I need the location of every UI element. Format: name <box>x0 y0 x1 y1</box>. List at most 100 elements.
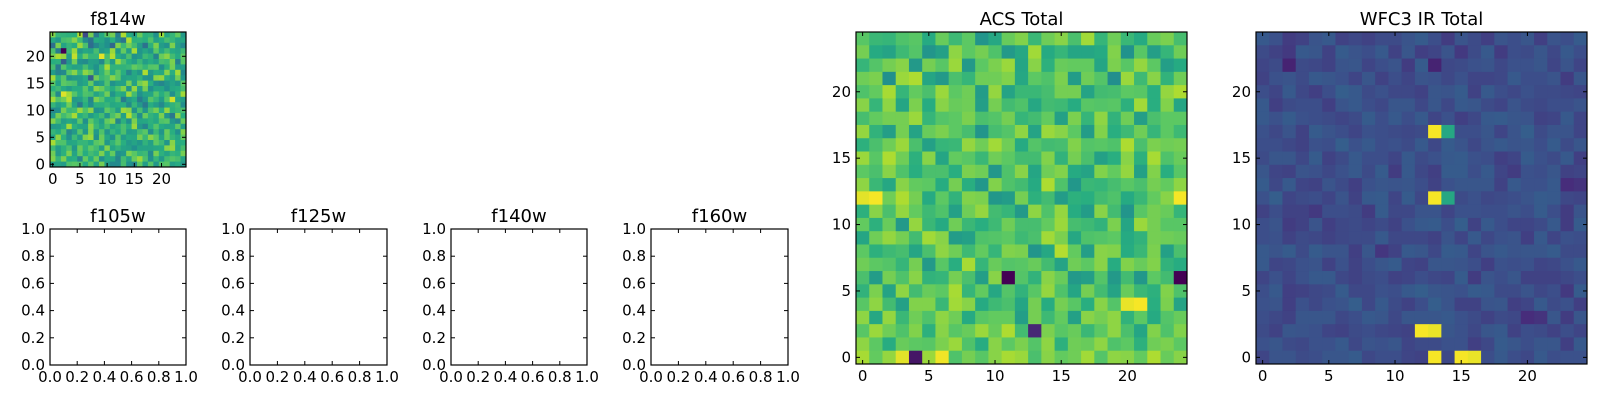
heatmap-cell <box>1348 297 1363 312</box>
y-tick-label: 5 <box>1241 282 1251 300</box>
heatmap-cell <box>856 138 870 152</box>
heatmap-cell <box>1269 32 1283 46</box>
x-tick-label: 1.0 <box>575 368 599 386</box>
heatmap-cell <box>158 96 165 103</box>
heatmap-cell <box>55 42 62 49</box>
heatmap-cell <box>1441 244 1456 259</box>
heatmap-cell <box>856 204 870 219</box>
heatmap-cell <box>1348 217 1363 232</box>
heatmap-cell <box>104 42 111 49</box>
heatmap-cell <box>975 164 989 179</box>
heatmap-cell <box>142 145 149 152</box>
heatmap-cell <box>1335 32 1350 46</box>
heatmap-cell <box>1160 310 1175 325</box>
y-tick-label: 0.2 <box>622 329 646 347</box>
heatmap-cell <box>164 91 171 98</box>
heatmap-cell <box>1401 244 1416 259</box>
heatmap-cell <box>1094 324 1109 338</box>
heatmap-cell <box>1428 324 1442 338</box>
heatmap-cell <box>1520 111 1535 126</box>
heatmap-cell <box>1361 32 1376 46</box>
heatmap-cell <box>908 178 923 192</box>
heatmap-cell <box>82 59 89 65</box>
heatmap-cell <box>1534 217 1548 232</box>
heatmap-cell <box>71 42 78 49</box>
heatmap-cell <box>126 145 133 152</box>
heatmap-cell <box>1348 32 1363 46</box>
heatmap-cell <box>175 161 182 168</box>
heatmap-cell <box>1507 350 1522 365</box>
y-tick-label: 0.8 <box>422 247 446 265</box>
heatmap-cell <box>1573 324 1588 338</box>
heatmap-cell <box>1295 58 1310 73</box>
heatmap-cell <box>1494 324 1509 338</box>
heatmap-cell <box>1388 310 1403 325</box>
heatmap-cell <box>1335 111 1350 126</box>
heatmap-cell <box>1134 310 1148 325</box>
heatmap-cell <box>882 217 897 232</box>
heatmap-cell <box>1414 257 1429 272</box>
heatmap-cell <box>1361 178 1376 192</box>
heatmap-cell <box>1494 297 1509 312</box>
heatmap-cell <box>1547 217 1561 232</box>
heatmap-cell <box>1348 337 1363 352</box>
heatmap-cell <box>1054 217 1069 232</box>
heatmap-cell <box>1041 337 1056 352</box>
heatmap-cell <box>1507 124 1522 139</box>
heatmap-cell <box>1269 324 1283 338</box>
heatmap-cell <box>1308 45 1323 60</box>
heatmap-cell <box>1573 350 1588 365</box>
heatmap-cell <box>988 138 1003 152</box>
heatmap-cell <box>1560 98 1575 113</box>
y-tick-label: 10 <box>832 216 851 234</box>
heatmap-cell <box>142 129 149 136</box>
heatmap-cell <box>1147 58 1161 73</box>
heatmap-cell <box>109 96 116 103</box>
heatmap-cell <box>77 123 84 130</box>
heatmap-cell <box>1256 58 1270 73</box>
heatmap-cell <box>137 69 143 76</box>
heatmap-cell <box>147 134 154 141</box>
heatmap-cell <box>1134 350 1148 365</box>
x-tick-label: 20 <box>1118 367 1137 385</box>
heatmap-cell <box>1269 217 1283 232</box>
heatmap-cell <box>1134 58 1148 73</box>
heatmap-cell <box>1147 98 1161 113</box>
heatmap-cell <box>1494 231 1509 245</box>
heatmap-cell <box>948 164 963 179</box>
heatmap-cell <box>164 107 171 114</box>
heatmap-cell <box>895 310 910 325</box>
heatmap-cell <box>1041 178 1056 192</box>
heatmap-cell <box>988 164 1003 179</box>
heatmap-cell <box>120 42 127 49</box>
heatmap-cell <box>882 164 897 179</box>
heatmap-cell <box>115 113 122 119</box>
heatmap-cell <box>147 86 154 92</box>
heatmap-cell <box>935 32 950 46</box>
heatmap-cell <box>922 231 936 245</box>
heatmap-cell <box>1428 71 1442 86</box>
heatmap-cell <box>988 98 1003 113</box>
heatmap-cell <box>82 96 89 103</box>
heatmap-cell <box>1094 350 1109 365</box>
heatmap-cell <box>93 161 100 168</box>
heatmap-cell <box>60 102 67 109</box>
heatmap-cell <box>948 337 963 352</box>
heatmap-cell <box>1081 310 1095 325</box>
heatmap-cell <box>1160 284 1175 299</box>
heatmap-cell <box>1414 284 1429 299</box>
heatmap-cell <box>55 32 62 38</box>
heatmap-cell <box>164 113 171 119</box>
heatmap-cell <box>82 102 89 109</box>
heatmap-cell <box>882 45 897 60</box>
heatmap-cell <box>55 69 62 76</box>
heatmap-cell <box>1256 111 1270 126</box>
heatmap-cell <box>948 217 963 232</box>
heatmap-cell <box>1441 164 1456 179</box>
heatmap-cell <box>1256 32 1270 46</box>
heatmap-cell <box>60 48 67 55</box>
heatmap-cell <box>82 129 89 136</box>
heatmap-cell <box>1107 138 1122 152</box>
heatmap-cell <box>1401 204 1416 219</box>
